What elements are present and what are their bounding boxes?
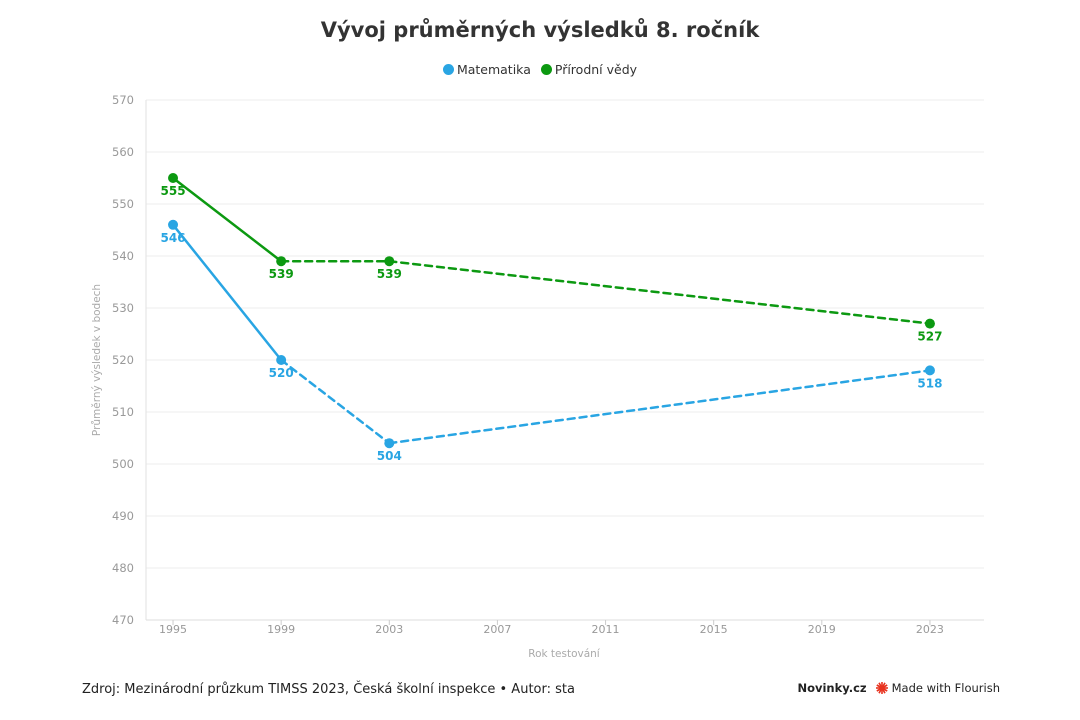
y-tick-label: 560	[112, 145, 134, 159]
legend-label-prirodni-vedy: Přírodní vědy	[554, 62, 638, 77]
flourish-credit[interactable]: Made with Flourish	[875, 681, 1000, 695]
series-line-matematika	[388, 369, 932, 445]
x-tick-label: 1995	[159, 623, 187, 636]
data-label-prirodni-vedy: 539	[269, 267, 294, 281]
legend: Matematika Přírodní vědy	[0, 62, 1080, 77]
flourish-logo-icon	[875, 682, 888, 694]
y-tick-label: 530	[112, 301, 134, 315]
data-label-prirodni-vedy: 555	[161, 184, 186, 198]
x-tick-label: 2015	[700, 623, 728, 636]
footer-branding: Novinky.cz Made with Flourish	[797, 681, 1000, 695]
x-axis-title: Rok testování	[528, 648, 601, 660]
x-tick-label: 2003	[375, 623, 403, 636]
legend-label-matematika: Matematika	[456, 62, 531, 77]
y-tick-label: 550	[112, 197, 134, 211]
y-tick-label: 490	[112, 509, 134, 523]
data-point-prirodni-vedy[interactable]	[276, 256, 287, 267]
data-point-matematika[interactable]	[276, 355, 287, 365]
flourish-label: Made with Flourish	[891, 681, 1000, 695]
y-tick-label: 480	[112, 561, 134, 575]
data-label-matematika: 518	[917, 376, 942, 390]
axes: 470 480 490 500 510 520 530 540 550 560 570 1995 199…	[112, 93, 984, 636]
brand-logo[interactable]: Novinky.cz	[797, 681, 867, 695]
x-tick-label: 2011	[592, 623, 620, 636]
data-point-matematika[interactable]	[168, 219, 179, 230]
x-tick-label: 2019	[808, 623, 836, 636]
grid-lines	[146, 99, 984, 569]
legend-dot-prirodni-vedy	[540, 64, 552, 75]
source-note: Zdroj: Mezinárodní průzkum TIMSS 2023, Č…	[82, 682, 575, 697]
data-label-prirodni-vedy: 539	[377, 267, 402, 281]
legend-item-prirodni-vedy[interactable]: Přírodní vědy	[540, 62, 638, 77]
data-label-matematika: 520	[269, 366, 294, 380]
data-point-prirodni-vedy[interactable]	[924, 318, 935, 329]
data-point-prirodni-vedy[interactable]	[384, 256, 395, 267]
flourish-logo-center	[879, 685, 885, 691]
legend-dot-matematika	[442, 64, 454, 75]
y-tick-label: 470	[112, 613, 134, 627]
series-line-matematika	[279, 358, 391, 445]
x-tick-label: 2023	[916, 623, 944, 636]
chart-title: Vývoj průměrných výsledků 8. ročník	[320, 18, 760, 42]
series-line-prirodni-vedy	[171, 176, 283, 263]
data-point-matematika[interactable]	[924, 365, 935, 376]
y-tick-label: 520	[112, 353, 134, 367]
y-axis-title: Průměrný výsledek v bodech	[91, 284, 103, 436]
series-layer	[168, 173, 935, 449]
y-tick-label: 500	[112, 457, 134, 471]
data-label-matematika: 546	[161, 231, 186, 245]
data-point-prirodni-vedy[interactable]	[168, 173, 179, 183]
y-tick-label: 540	[112, 249, 134, 263]
data-point-matematika[interactable]	[384, 438, 395, 449]
data-label-matematika: 504	[377, 449, 402, 463]
x-tick-label: 2007	[483, 623, 511, 636]
series-line-matematika	[171, 223, 283, 362]
data-label-prirodni-vedy: 527	[917, 330, 942, 344]
x-tick-label: 1999	[267, 623, 295, 636]
y-tick-label: 510	[112, 405, 134, 419]
series-line-prirodni-vedy	[388, 259, 932, 325]
y-tick-label: 570	[112, 93, 134, 107]
legend-item-matematika[interactable]: Matematika	[442, 62, 531, 77]
data-labels: 546 520 504 518 555 539 539 527	[161, 184, 943, 463]
